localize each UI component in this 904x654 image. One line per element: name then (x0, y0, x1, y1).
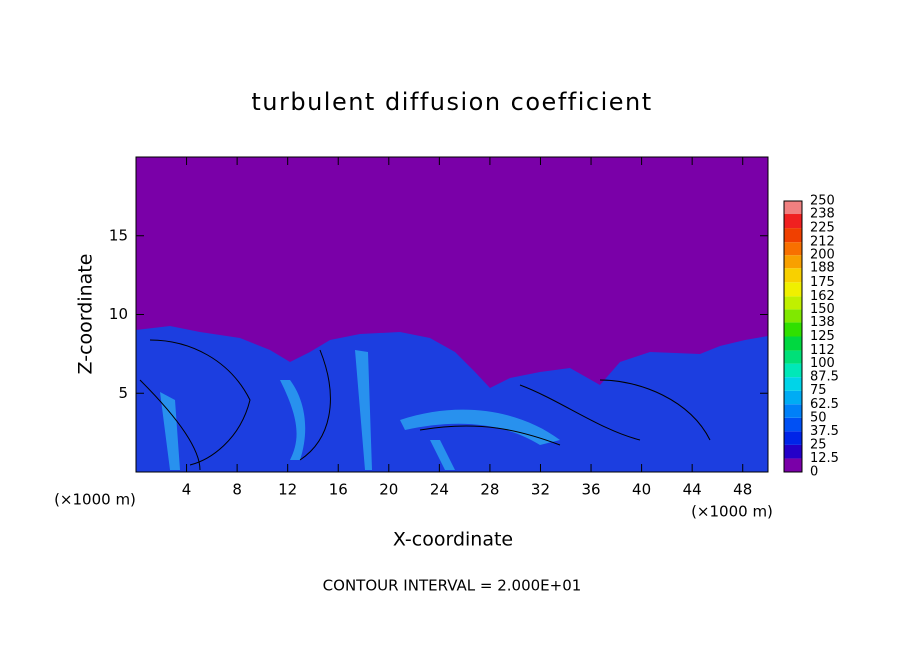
colorbar-label: 50 (810, 410, 827, 425)
colorbar-band (784, 255, 802, 269)
colorbar-band (784, 322, 802, 337)
y-unit-label: (×1000 m) (54, 491, 136, 509)
colorbar-band (784, 404, 802, 418)
chart-title: turbulent diffusion coefficient (251, 88, 652, 116)
x-tick-label: 32 (531, 481, 550, 499)
x-axis-label: X-coordinate (393, 529, 513, 551)
y-axis-label: Z-coordinate (75, 254, 97, 375)
colorbar-label: 75 (810, 383, 827, 398)
colorbar-label: 112 (810, 343, 835, 358)
colorbar-band (784, 458, 802, 472)
colorbar-label: 0 (810, 465, 818, 480)
colorbar-band (784, 377, 802, 391)
x-tick-label: 12 (278, 481, 297, 499)
x-tick-label: 40 (632, 481, 651, 499)
x-tick-label: 48 (733, 481, 752, 499)
colorbar-label: 162 (810, 289, 835, 304)
colorbar-label: 25 (810, 437, 827, 452)
colorbar-label: 150 (810, 302, 835, 317)
colorbar-label: 100 (810, 356, 835, 371)
colorbar-label: 138 (810, 315, 835, 330)
colorbar-label: 238 (810, 207, 835, 222)
colorbar-band (784, 350, 802, 364)
x-unit-label: (×1000 m) (691, 503, 773, 521)
colorbar-band (784, 214, 802, 229)
colorbar-band (784, 228, 802, 243)
x-tick-label: 8 (232, 481, 242, 499)
x-tick-label: 28 (480, 481, 499, 499)
y-tick-label: 5 (118, 384, 128, 402)
colorbar-label: 212 (810, 235, 835, 250)
footer-note: CONTOUR INTERVAL = 2.000E+01 (323, 577, 582, 595)
x-tick-label: 36 (581, 481, 600, 499)
colorbar-band (784, 417, 802, 432)
colorbar-label: 87.5 (810, 370, 839, 385)
colorbar-label: 12.5 (810, 451, 839, 466)
contour-field (136, 157, 768, 472)
field-region (136, 326, 768, 472)
colorbar-band (784, 336, 802, 351)
colorbar-band (784, 444, 802, 459)
colorbar-band (784, 431, 802, 445)
colorbar-label: 175 (810, 275, 835, 290)
colorbar-label: 225 (810, 221, 835, 236)
x-tick-label: 20 (379, 481, 398, 499)
colorbar-band (784, 390, 802, 405)
colorbar-band (784, 268, 802, 283)
y-tick-label: 10 (109, 305, 128, 323)
colorbar-label: 188 (810, 261, 835, 276)
x-tick-label: 24 (430, 481, 449, 499)
colorbar-band (784, 282, 802, 297)
colorbar-band (784, 242, 802, 256)
x-tick-label: 16 (329, 481, 348, 499)
colorbar-frame (783, 200, 803, 473)
colorbar-label: 125 (810, 329, 835, 344)
y-tick-label: 15 (109, 226, 128, 244)
x-tick-label: 44 (683, 481, 702, 499)
colorbar-band (784, 363, 802, 378)
colorbar-band (784, 296, 802, 310)
colorbar-band (784, 309, 802, 323)
field-streaks (160, 350, 560, 470)
colorbar-label: 250 (810, 194, 835, 209)
colorbar-band (784, 201, 802, 215)
colorbar-label: 62.5 (810, 397, 839, 412)
contour-lines (139, 339, 711, 471)
colorbar-label: 37.5 (810, 424, 839, 439)
colorbar-label: 200 (810, 248, 835, 263)
x-tick-label: 4 (182, 481, 192, 499)
